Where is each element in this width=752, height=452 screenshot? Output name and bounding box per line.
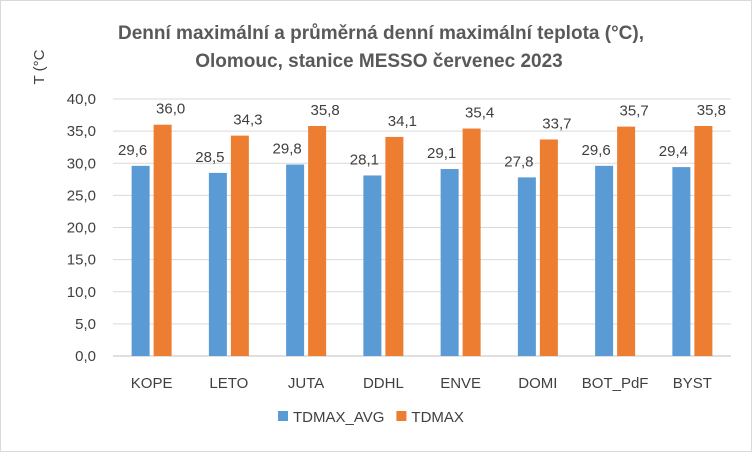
legend: TDMAX_AVG TDMAX: [278, 409, 464, 426]
bar-tdmax: [694, 125, 713, 356]
data-label: 35,8: [697, 102, 726, 119]
data-label: 29,8: [273, 141, 302, 158]
data-label: 28,1: [350, 151, 379, 168]
data-label: 29,4: [659, 143, 688, 160]
bar-tdmax: [539, 139, 558, 356]
y-tick-label: 15,0: [67, 252, 96, 269]
bar-tdmax-avg: [595, 165, 614, 356]
y-tick-label: 5,0: [75, 316, 96, 333]
bar-tdmax: [153, 124, 172, 356]
data-label: 36,0: [156, 101, 185, 118]
data-label: 35,7: [620, 103, 649, 120]
data-label: 27,8: [504, 153, 533, 170]
y-tick-label: 30,0: [67, 155, 96, 172]
y-tick-label: 35,0: [67, 123, 96, 140]
category-label: BYST: [673, 375, 712, 392]
data-label: 34,3: [233, 112, 262, 129]
bar-tdmax-avg: [517, 177, 536, 356]
category-label: BOT_PdF: [582, 375, 649, 392]
data-label: 28,5: [195, 149, 224, 166]
legend-swatch: [396, 411, 407, 421]
bar-tdmax: [385, 136, 404, 356]
bar-tdmax-avg: [672, 167, 691, 356]
data-labels: 29,6 36,0 28,5 34,3 29,8 35,8 28,1 34,1 29,1 35,4…: [118, 101, 726, 171]
bar-tdmax: [617, 126, 636, 356]
bar-tdmax: [462, 128, 481, 356]
category-label: LETO: [209, 375, 248, 392]
bar-tdmax-avg: [363, 175, 382, 356]
y-axis-label: T (°C: [31, 49, 48, 84]
chart-title-line-2: Olomouc, stanice MESSO červenec 2023: [195, 51, 563, 72]
y-tick-label: 0,0: [75, 348, 96, 365]
category-label: KOPE: [131, 375, 173, 392]
data-label: 34,1: [388, 113, 417, 130]
y-axis-ticks: 0,0 5,0 10,0 15,0 20,0 25,0 30,0 35,0 40,0: [67, 91, 96, 365]
y-tick-label: 40,0: [67, 91, 96, 108]
bar-tdmax-avg: [286, 164, 305, 356]
bar-tdmax-avg: [208, 172, 227, 356]
category-label: DOMI: [518, 375, 557, 392]
chart-title-line-1: Denní maximální a průměrná denní maximál…: [118, 23, 644, 44]
data-label: 35,4: [465, 105, 494, 122]
bar-tdmax: [230, 135, 249, 356]
y-tick-label: 20,0: [67, 220, 96, 237]
y-tick-label: 10,0: [67, 284, 96, 301]
data-label: 33,7: [542, 115, 571, 132]
category-label: DDHL: [363, 375, 404, 392]
gridlines: [113, 98, 731, 357]
legend-label: TDMAX: [411, 409, 464, 426]
bar-tdmax-avg: [440, 169, 459, 356]
legend-swatch: [278, 411, 288, 421]
x-axis-categories: KOPE LETO JUTA DDHL ENVE DOMI BOT_PdF BYST: [131, 375, 712, 392]
data-label: 29,6: [118, 142, 147, 159]
y-tick-label: 25,0: [67, 187, 96, 204]
legend-label: TDMAX_AVG: [293, 409, 384, 426]
data-label: 35,8: [311, 102, 340, 119]
bars: [131, 124, 713, 356]
bar-tdmax: [308, 125, 327, 356]
category-label: ENVE: [440, 375, 481, 392]
data-label: 29,1: [427, 145, 456, 162]
category-label: JUTA: [288, 375, 324, 392]
bar-tdmax-avg: [131, 165, 150, 356]
data-label: 29,6: [582, 142, 611, 159]
